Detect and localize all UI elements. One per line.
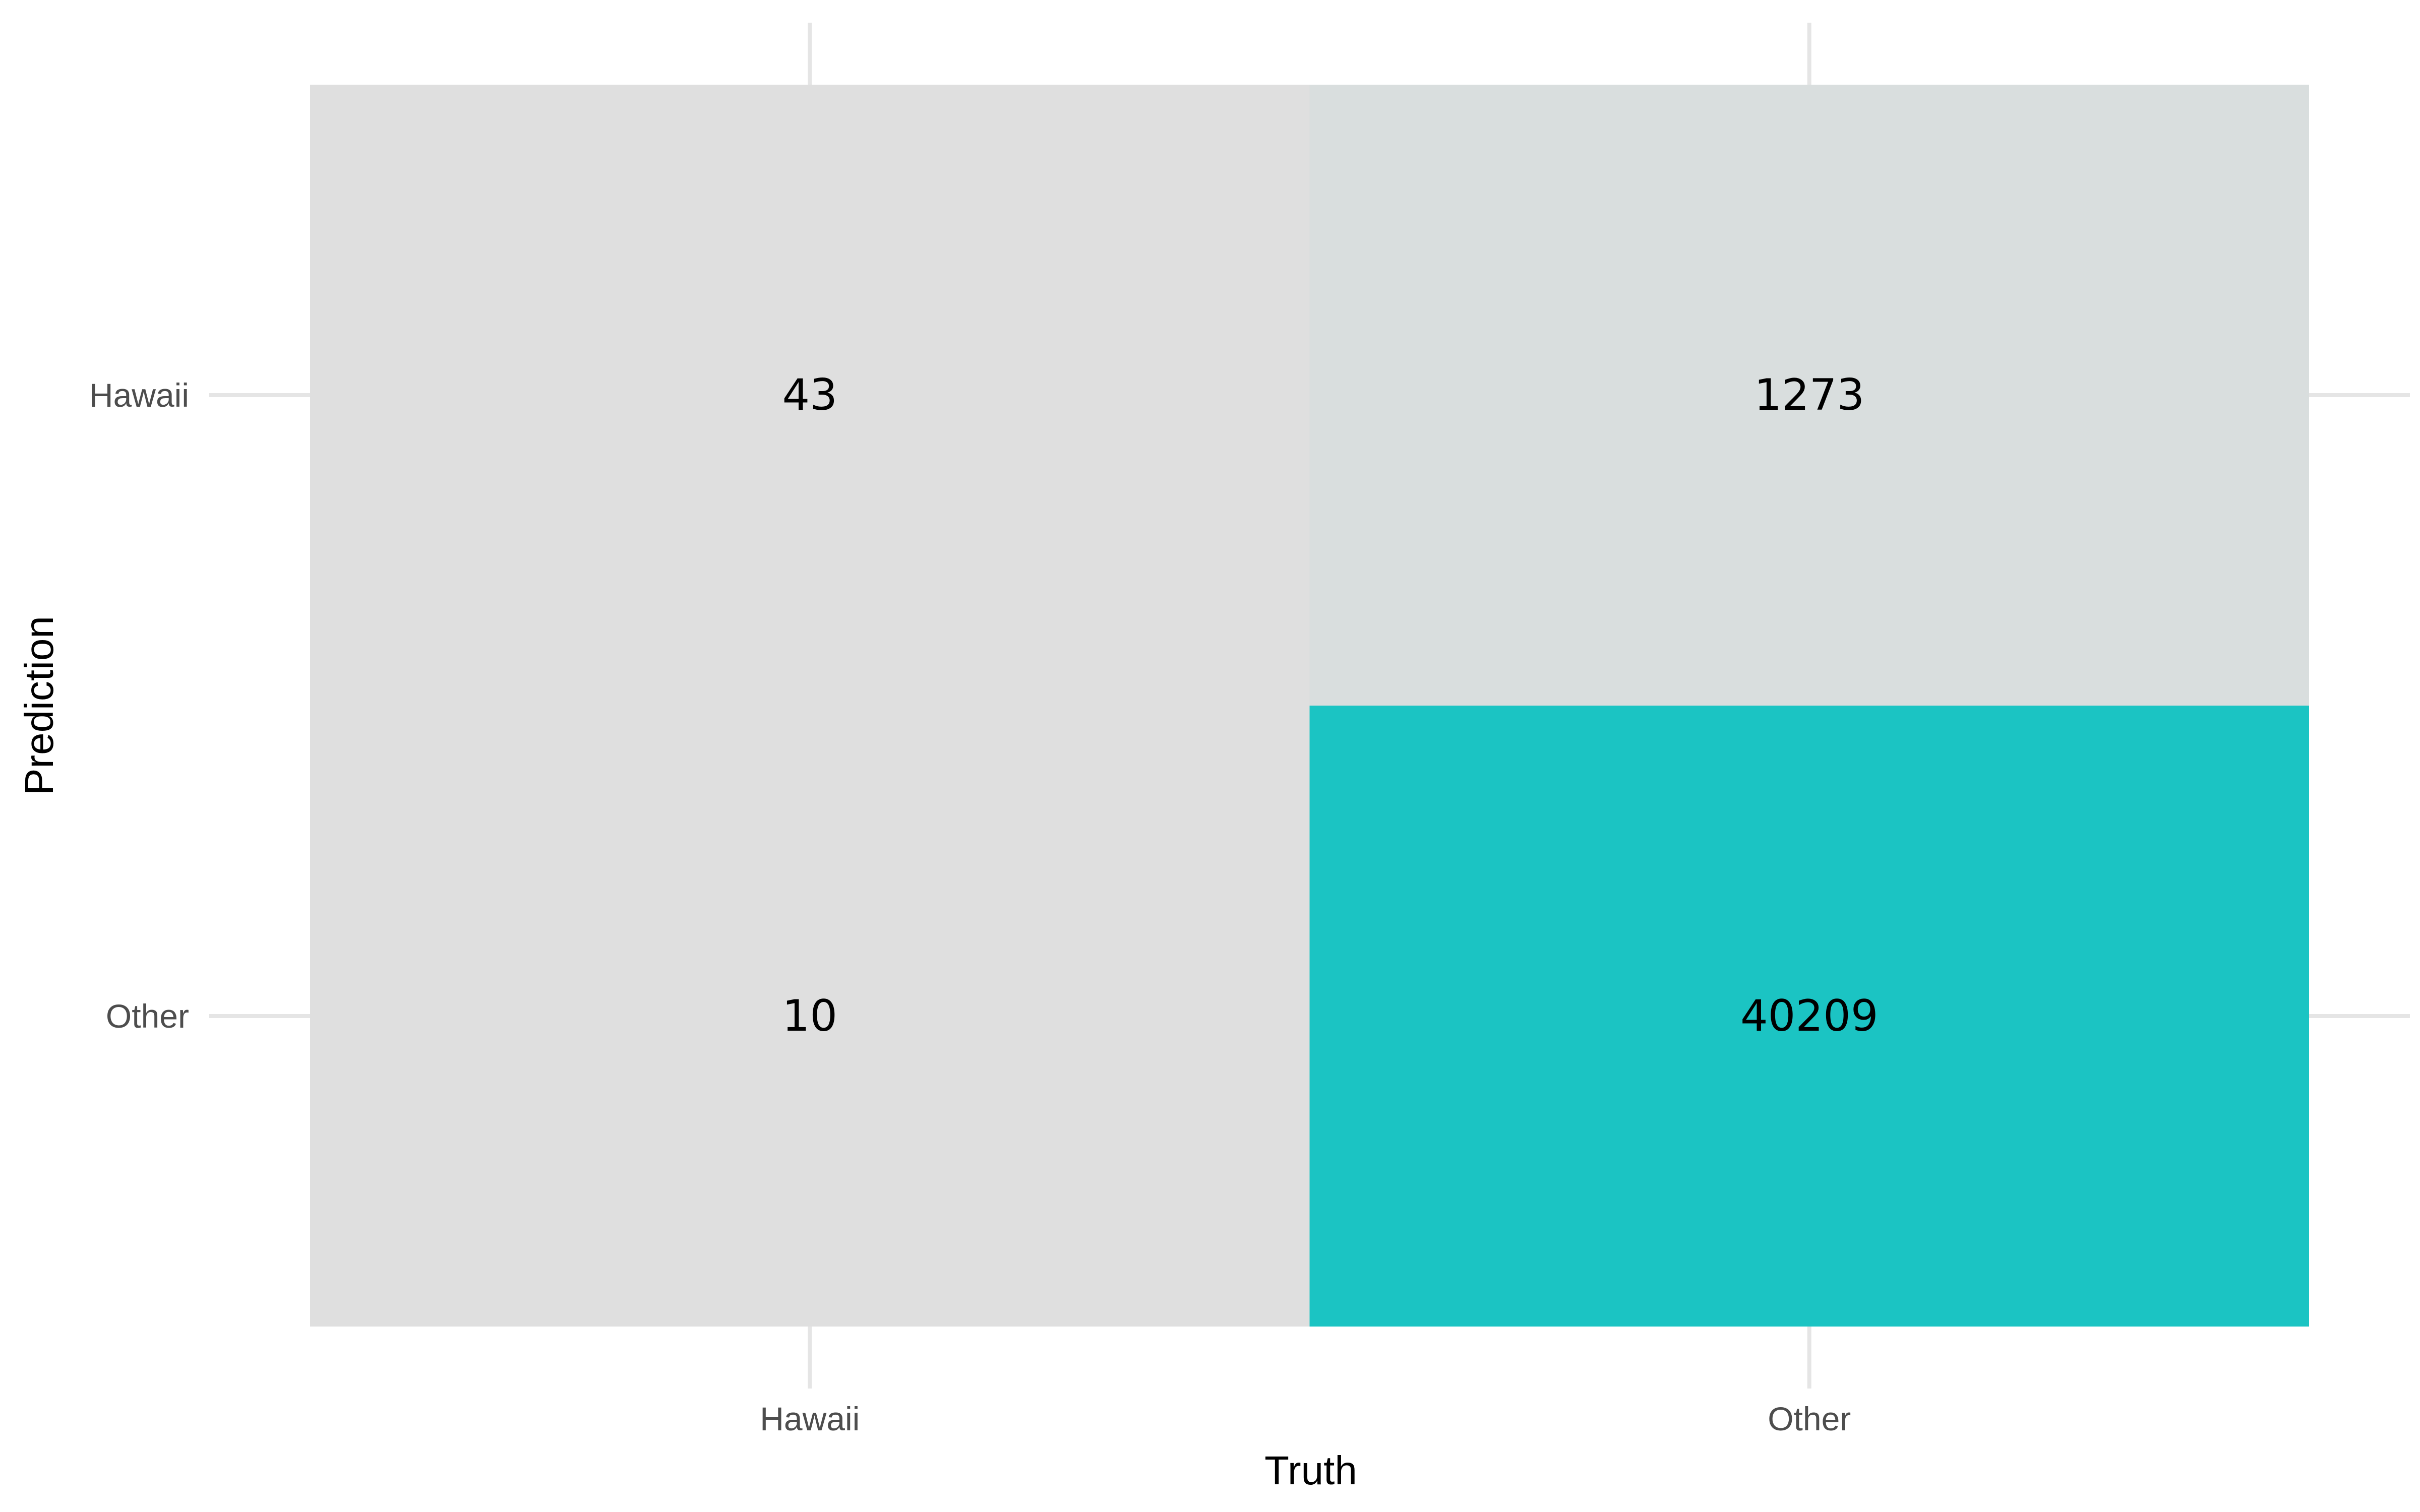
x-tick-label-other: Other (1768, 1400, 1851, 1437)
cell-label-hawaii-other: 1273 (1754, 370, 1864, 420)
tile-hawaii-other (1309, 85, 2309, 706)
cell-label-hawaii-hawaii: 43 (782, 370, 837, 420)
tile-hawaii-hawaii (310, 85, 1310, 706)
cell-label-other-other: 40209 (1740, 991, 1879, 1041)
cell-label-other-hawaii: 10 (782, 991, 837, 1041)
x-axis-tick-labels: Hawaii Other (760, 1400, 1851, 1437)
y-axis-title: Prediction (17, 616, 62, 795)
x-axis-title: Truth (1264, 1448, 1357, 1493)
y-tick-label-hawaii: Hawaii (89, 376, 189, 414)
x-tick-label-hawaii: Hawaii (760, 1400, 860, 1437)
y-axis-tick-labels: Hawaii Other (89, 376, 189, 1035)
tile-other-other (1309, 706, 2309, 1327)
y-tick-label-other: Other (106, 997, 189, 1035)
heatmap-tiles (310, 85, 2309, 1327)
cell-value-labels: 43 1273 10 40209 (782, 370, 1879, 1041)
tile-other-hawaii (310, 706, 1310, 1327)
